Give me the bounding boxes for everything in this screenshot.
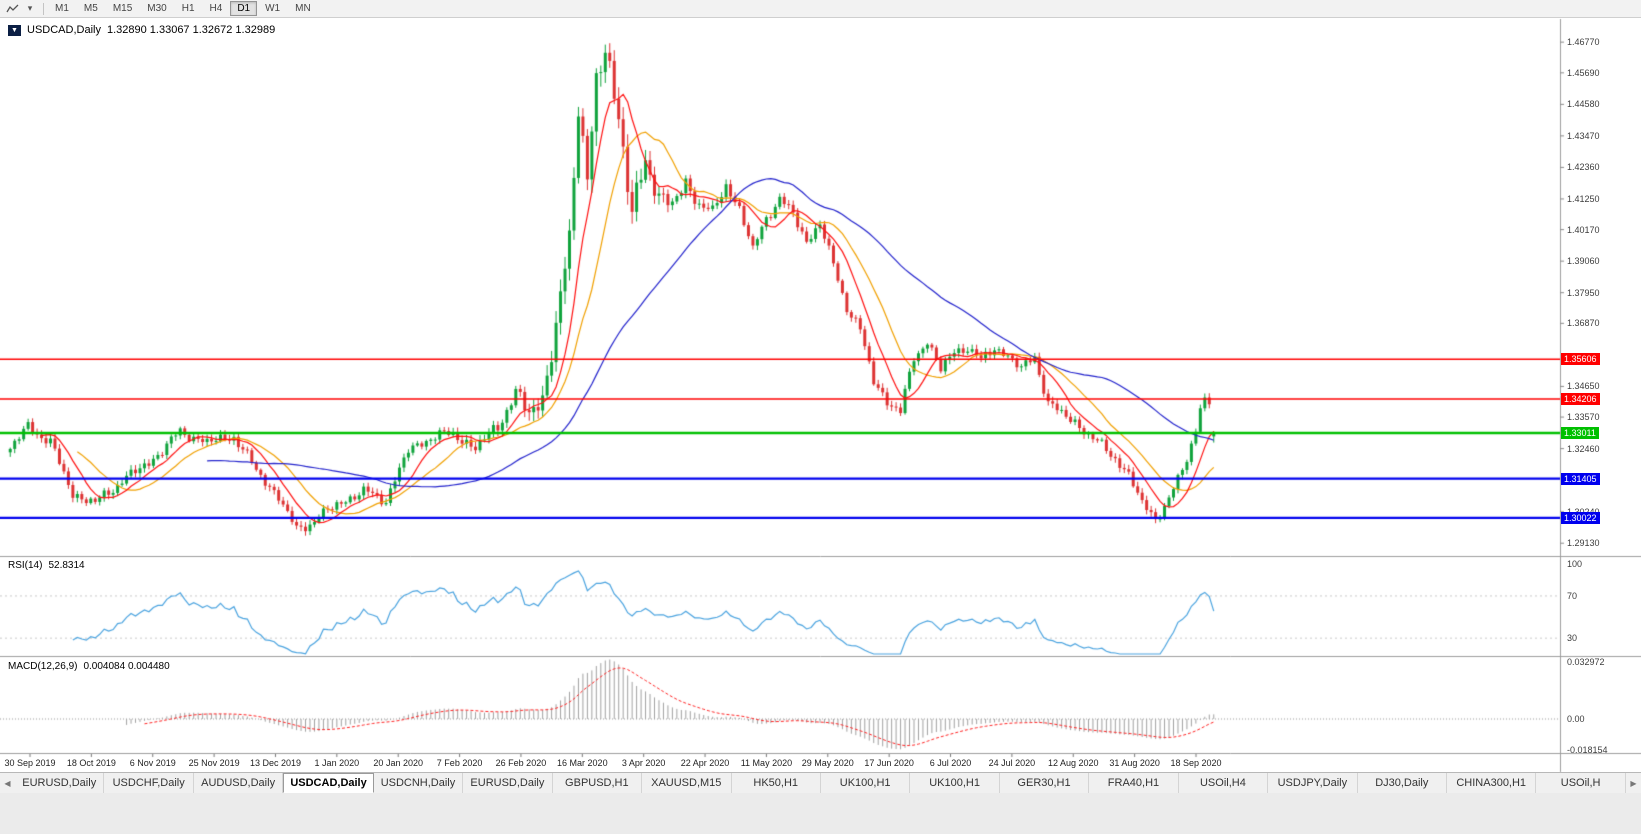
chart-tab[interactable]: DJ30,Daily — [1358, 773, 1447, 793]
chart-tab[interactable]: XAUUSD,M15 — [642, 773, 732, 793]
price-tick-label: 1.37950 — [1567, 287, 1600, 298]
price-tick-label: 1.45690 — [1567, 67, 1600, 78]
chart-tab[interactable]: GBPUSD,H1 — [553, 773, 643, 793]
timeframe-button[interactable]: W1 — [258, 1, 287, 16]
price-line-badge: 1.33011 — [1561, 426, 1599, 439]
price-tick-label: 1.39060 — [1567, 256, 1600, 267]
price-tick-label: 1.46770 — [1567, 37, 1600, 48]
ohlc-values: 1.32890 1.33067 1.32672 1.32989 — [106, 24, 276, 36]
price-tick-label: 1.34650 — [1567, 381, 1600, 392]
time-tick-label: 18 Sep 2020 — [1170, 758, 1222, 768]
time-tick-label: 29 May 2020 — [801, 758, 854, 768]
price-tick-label: 1.30240 — [1567, 507, 1600, 517]
chart-tabs: EURUSD,Daily USDCHF,Daily AUDUSD,Daily USDC… — [15, 773, 1626, 793]
time-tick-label: 12 Aug 2020 — [1047, 758, 1099, 768]
price-line-badge: 1.31405 — [1561, 472, 1600, 485]
time-tick-label: 26 Feb 2020 — [495, 758, 547, 768]
time-tick-label: 1 Jan 2020 — [314, 758, 360, 768]
timeframe-button[interactable]: M30 — [140, 1, 173, 16]
chart-tab[interactable]: HK50,H1 — [732, 773, 821, 793]
timeframe-button[interactable]: M1 — [48, 1, 76, 16]
chart-tab[interactable]: USOil,H — [1536, 773, 1626, 793]
chart-dropdown-icon[interactable]: ▼ — [8, 24, 21, 36]
price-tick-label: 1.41250 — [1567, 193, 1600, 204]
chart-tab[interactable]: EURUSD,Daily — [15, 773, 105, 793]
chart-line-icon[interactable] — [3, 2, 21, 16]
time-tick-label: 24 Jul 2020 — [988, 758, 1036, 768]
price-tick-label: 1.42360 — [1567, 162, 1600, 173]
chart-tab[interactable]: UK100,H1 — [910, 773, 1000, 793]
rsi-level-label: 70 — [1567, 590, 1578, 601]
macd-name: MACD(12,26,9) — [8, 661, 78, 672]
time-tick-label: 16 Mar 2020 — [557, 758, 608, 768]
tabs-scroll-right-icon[interactable]: ▶ — [1630, 778, 1637, 788]
symbol-period-label: USDCAD,Daily — [27, 24, 101, 36]
time-tick-label: 31 Aug 2020 — [1109, 758, 1160, 768]
time-tick-label: 22 Apr 2020 — [680, 758, 730, 768]
rsi-indicator-label: RSI(14) 52.8314 — [8, 560, 85, 571]
time-tick-label: 18 Oct 2019 — [66, 758, 116, 768]
timeframe-button[interactable]: M5 — [77, 1, 105, 16]
rsi-value: 52.8314 — [48, 560, 85, 571]
toolbar-separator — [43, 2, 44, 15]
price-axis[interactable]: 1.46770 1.45690 1.44580 1.43470 1.42360 1.412… — [1561, 0, 1641, 772]
status-area — [0, 793, 1641, 834]
chart-tab[interactable]: USDCHF,Daily — [104, 773, 194, 793]
price-line-badge: 1.34206 — [1561, 393, 1600, 406]
price-line-badge: 1.30022 — [1561, 511, 1600, 524]
time-tick-label: 6 Jul 2020 — [929, 758, 972, 768]
chart-tab[interactable]: UK100,H1 — [821, 773, 911, 793]
price-line-badge: 1.35606 — [1561, 353, 1600, 366]
time-tick-label: 13 Dec 2019 — [249, 758, 301, 768]
price-tick-label: 1.29130 — [1567, 538, 1600, 549]
chart-tabs-bar: ◀ EURUSD,Daily USDCHF,Daily AUDUSD,Daily US… — [0, 772, 1641, 793]
chart-tab[interactable]: USOil,H4 — [1179, 773, 1269, 793]
macd-max-label: 0.032972 — [1567, 657, 1605, 667]
time-tick-label: 3 Apr 2020 — [621, 758, 666, 768]
chart-tab[interactable]: GER30,H1 — [1000, 773, 1090, 793]
time-tick-label: 20 Jan 2020 — [373, 758, 423, 768]
chart-tab[interactable]: EURUSD,Daily — [463, 773, 553, 793]
chart-tab[interactable]: USDJPY,Daily — [1268, 773, 1358, 793]
dropdown-caret-icon[interactable]: ▾ — [27, 3, 33, 13]
chart-tab[interactable]: USDCAD,Daily — [283, 773, 374, 793]
time-tick-label: 17 Jun 2020 — [864, 758, 914, 768]
macd-indicator-label: MACD(12,26,9) 0.004084 0.004480 — [8, 661, 170, 672]
price-tick-label: 1.43470 — [1567, 130, 1600, 141]
price-tick-label: 1.36870 — [1567, 318, 1600, 329]
timeframe-buttons: M1 M5 M15 M30 H1 H4 D1 W1 MN — [48, 1, 318, 16]
price-tick-label: 1.32460 — [1567, 443, 1600, 454]
macd-min-label: -0.018154 — [1567, 745, 1608, 755]
price-tick-label: 1.40170 — [1567, 224, 1600, 235]
price-tick-label: 1.33570 — [1567, 412, 1600, 423]
chart-tab[interactable]: FRA40,H1 — [1089, 773, 1179, 793]
time-tick-label: 11 May 2020 — [740, 758, 793, 768]
chart-tab[interactable]: CHINA300,H1 — [1447, 773, 1537, 793]
timeframe-button[interactable]: H1 — [175, 1, 202, 16]
timeframe-button[interactable]: MN — [288, 1, 318, 16]
time-tick-label: 6 Nov 2019 — [129, 758, 176, 768]
time-tick-label: 7 Feb 2020 — [436, 758, 483, 768]
timeframe-toolbar: ▾ M1 M5 M15 M30 H1 H4 D1 W1 MN — [0, 0, 1641, 18]
macd-values: 0.004084 0.004480 — [83, 661, 170, 672]
tabs-scroll-left-icon[interactable]: ◀ — [4, 778, 11, 788]
rsi-level-label: 100 — [1567, 559, 1583, 570]
chart-title: ▼ USDCAD,Daily 1.32890 1.33067 1.32672 1… — [8, 24, 275, 36]
timeframe-button[interactable]: D1 — [230, 1, 258, 16]
time-axis[interactable]: 30 Sep 2019 18 Oct 2019 6 Nov 2019 25 Nov 2… — [0, 754, 1560, 772]
timeframe-button[interactable]: M15 — [106, 1, 139, 16]
rsi-name: RSI(14) — [8, 560, 43, 571]
price-tick-label: 1.44580 — [1567, 99, 1600, 110]
chart-tab[interactable]: USDCNH,Daily — [374, 773, 464, 793]
timeframe-button[interactable]: H4 — [203, 1, 230, 16]
time-tick-label: 30 Sep 2019 — [4, 758, 56, 768]
chart-tab[interactable]: AUDUSD,Daily — [194, 773, 284, 793]
macd-zero-label: 0.00 — [1567, 713, 1585, 724]
rsi-level-label: 30 — [1567, 633, 1578, 644]
time-tick-label: 25 Nov 2019 — [188, 758, 240, 768]
